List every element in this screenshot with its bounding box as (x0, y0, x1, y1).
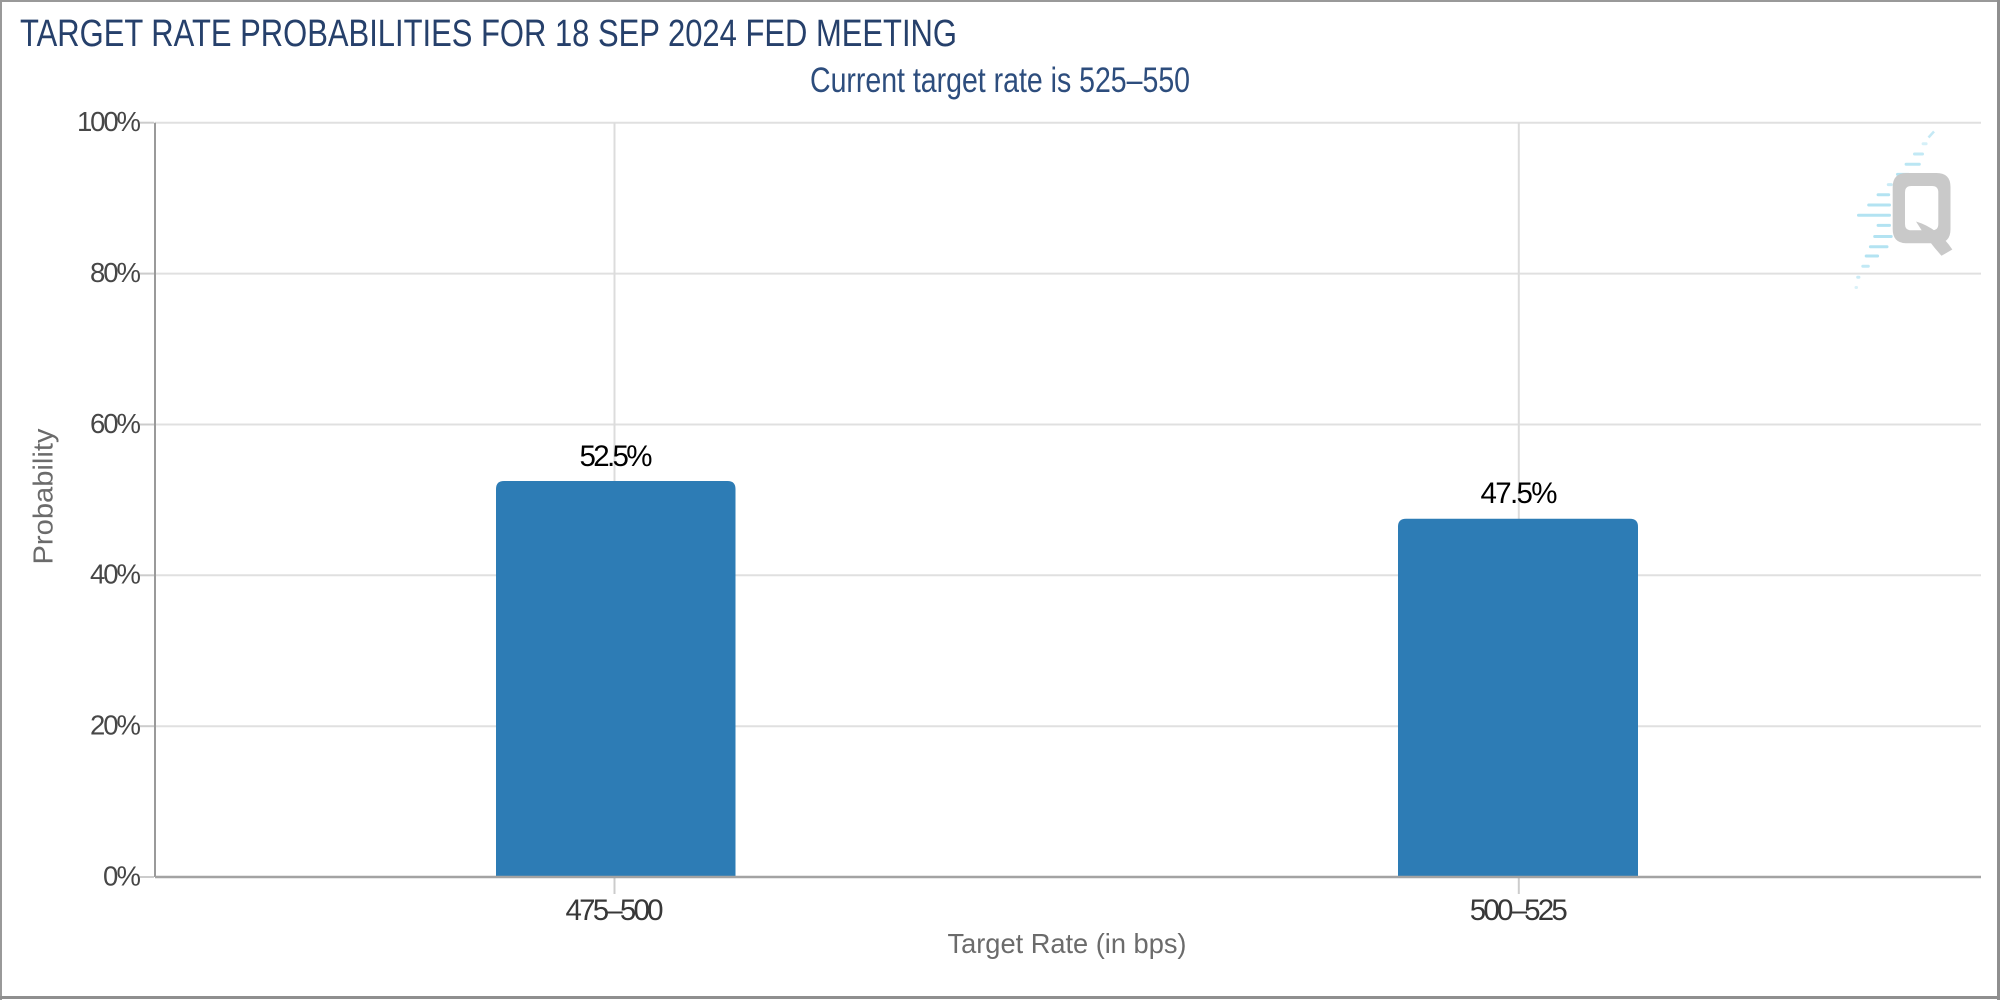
svg-text:100%: 100% (77, 106, 141, 137)
svg-text:40%: 40% (90, 559, 141, 590)
svg-text:500–525: 500–525 (1470, 894, 1568, 927)
svg-text:47.5%: 47.5% (1481, 477, 1558, 510)
svg-text:0%: 0% (103, 860, 141, 891)
svg-text:TARGET RATE PROBABILITIES FOR: TARGET RATE PROBABILITIES FOR 18 SEP 202… (20, 13, 957, 55)
svg-text:52.5%: 52.5% (580, 440, 653, 473)
svg-text:60%: 60% (90, 408, 141, 439)
svg-text:20%: 20% (90, 710, 141, 741)
svg-text:Target Rate (in bps): Target Rate (in bps) (948, 928, 1187, 959)
svg-text:80%: 80% (90, 257, 141, 288)
svg-text:475–500: 475–500 (566, 894, 664, 927)
svg-text:Current target rate is 525–550: Current target rate is 525–550 (810, 61, 1190, 100)
svg-text:Probability: Probability (28, 428, 59, 564)
